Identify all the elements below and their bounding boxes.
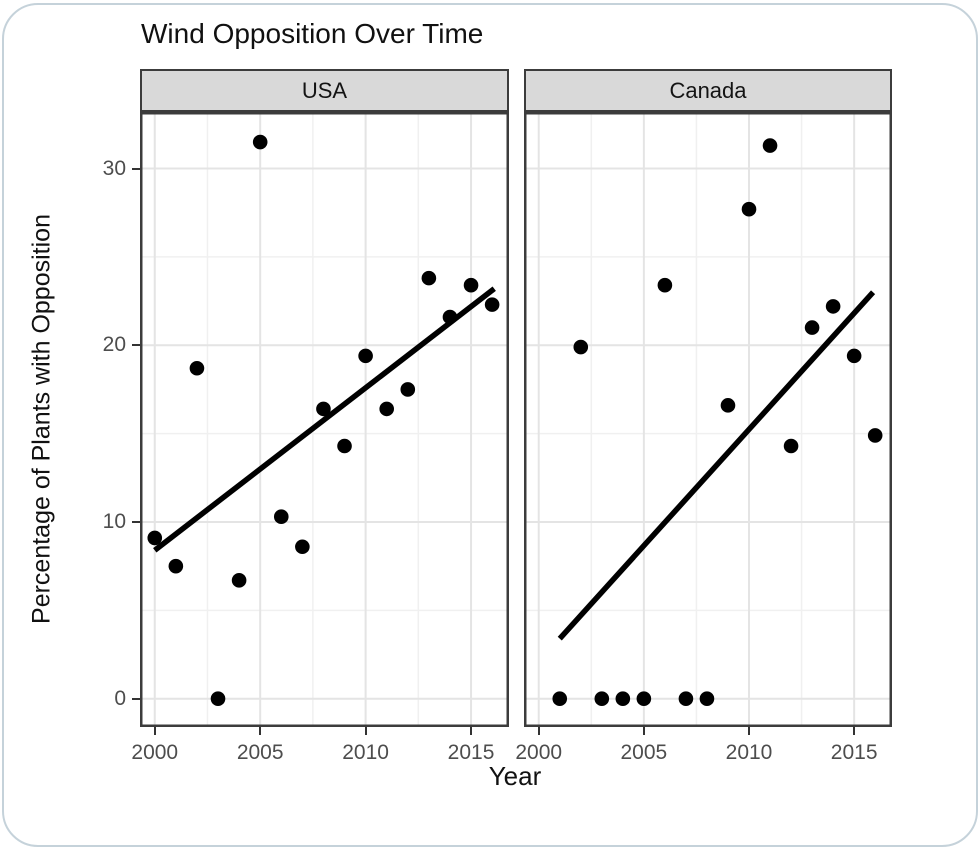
trend-line [557, 290, 876, 641]
data-point [273, 509, 289, 524]
y-axis-title: Percentage of Plants with Opposition [27, 214, 56, 624]
x-tick-label: 2010 [725, 741, 773, 764]
data-point [783, 438, 799, 454]
y-tick-label: 10 [102, 510, 126, 533]
y-tick-label: 30 [102, 156, 126, 180]
data-point [484, 297, 500, 312]
y-tick-mark [132, 521, 140, 523]
x-tick-label: 2000 [131, 741, 179, 764]
data-point [762, 138, 778, 153]
facet-strip-label: USA [301, 77, 348, 103]
x-tick-mark [642, 727, 645, 735]
y-tick-mark [132, 167, 140, 170]
data-point [699, 691, 715, 707]
x-tick-label: 2000 [515, 741, 563, 764]
data-point [421, 270, 437, 286]
x-tick-label: 2010 [342, 741, 389, 764]
y-tick-mark [132, 697, 140, 700]
x-tick-mark [537, 727, 540, 735]
facet-strip: Canada [524, 69, 892, 112]
data-point [463, 277, 479, 293]
chart-title: Wind Opposition Over Time [141, 18, 484, 49]
data-point [316, 401, 331, 417]
data-point [295, 539, 310, 555]
data-point [678, 691, 694, 707]
x-tick-label: 2005 [236, 741, 284, 764]
x-tick-mark [748, 727, 750, 735]
data-point [210, 691, 226, 707]
data-point [552, 691, 568, 707]
data-point [442, 309, 458, 325]
facet-panel [140, 112, 509, 727]
y-tick-mark [132, 344, 140, 347]
x-tick-mark [259, 727, 262, 735]
data-point [189, 360, 205, 376]
x-tick-mark [364, 727, 367, 735]
y-tick-label: 0 [114, 686, 126, 710]
data-point [804, 320, 820, 335]
x-tick-mark [470, 727, 473, 735]
trend-line [153, 286, 496, 553]
x-tick-mark [153, 727, 156, 735]
x-tick-mark [853, 727, 856, 735]
data-point [867, 428, 883, 443]
data-point [720, 398, 736, 413]
x-tick-label: 2015 [447, 741, 495, 764]
panel-border [524, 112, 892, 727]
chart-card: Wind Opposition Over Time Percentage of … [2, 3, 978, 847]
data-point [231, 573, 247, 588]
data-point [594, 691, 610, 707]
data-point [358, 348, 373, 364]
x-axis-title: Year [488, 761, 542, 791]
data-point [379, 401, 395, 417]
data-point [825, 299, 841, 314]
data-point [657, 277, 673, 293]
panel-border [140, 112, 509, 727]
data-point [615, 691, 631, 707]
data-point [741, 201, 757, 217]
data-point [846, 348, 862, 364]
facet-strip: USA [140, 69, 509, 112]
data-point [400, 382, 416, 397]
x-tick-label: 2015 [830, 741, 878, 764]
facet-strip-label: Canada [669, 77, 747, 103]
data-point [252, 134, 268, 150]
data-point [147, 530, 163, 546]
data-point [573, 339, 589, 355]
y-tick-label: 20 [102, 333, 126, 357]
data-point [168, 558, 184, 574]
facet-panel [524, 112, 892, 727]
x-tick-label: 2005 [620, 741, 668, 764]
data-point [337, 438, 352, 454]
data-point [636, 691, 652, 707]
